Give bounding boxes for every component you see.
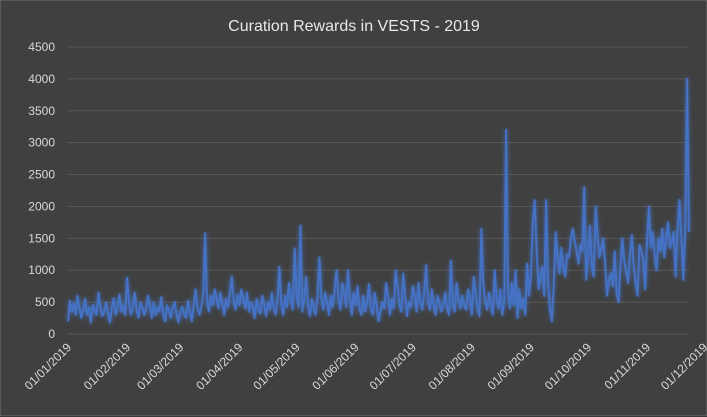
x-tick-label: 01/05/2019	[250, 340, 303, 393]
x-tick-label: 01/04/2019	[193, 340, 246, 393]
y-tick-label: 2000	[28, 199, 55, 213]
x-tick-label: 01/03/2019	[134, 340, 187, 393]
x-tick-label: 01/02/2019	[81, 340, 134, 393]
x-tick-label: 01/08/2019	[426, 340, 479, 393]
x-tick-label: 01/06/2019	[309, 340, 362, 393]
x-tick-label: 01/01/2019	[22, 340, 75, 393]
y-tick-label: 500	[35, 295, 55, 309]
series-layer	[67, 77, 690, 324]
series-line	[67, 77, 690, 324]
x-axis-ticks: 01/01/2019 01/02/2019 01/03/2019 01/04/2019…	[22, 340, 707, 393]
x-tick-label: 01/10/2019	[542, 340, 595, 393]
x-tick-label: 01/07/2019	[367, 340, 420, 393]
y-tick-label: 2500	[28, 168, 55, 182]
y-tick-label: 4000	[28, 72, 55, 86]
y-tick-label: 1000	[28, 263, 55, 277]
x-tick-label: 01/09/2019	[485, 340, 538, 393]
y-tick-label: 3500	[28, 104, 55, 118]
gridlines	[68, 46, 689, 335]
y-axis-ticks: 0 500 1000 1500 2000 2500 3000 3500 4000 4500	[28, 40, 55, 341]
x-tick-label: 01/11/2019	[601, 340, 653, 392]
y-tick-label: 4500	[28, 40, 55, 54]
y-tick-label: 0	[48, 327, 55, 341]
x-tick-label: 01/12/2019	[658, 340, 707, 393]
chart-title: Curation Rewards in VESTS - 2019	[228, 18, 480, 35]
y-tick-label: 3000	[28, 136, 55, 150]
y-tick-label: 1500	[28, 231, 55, 245]
